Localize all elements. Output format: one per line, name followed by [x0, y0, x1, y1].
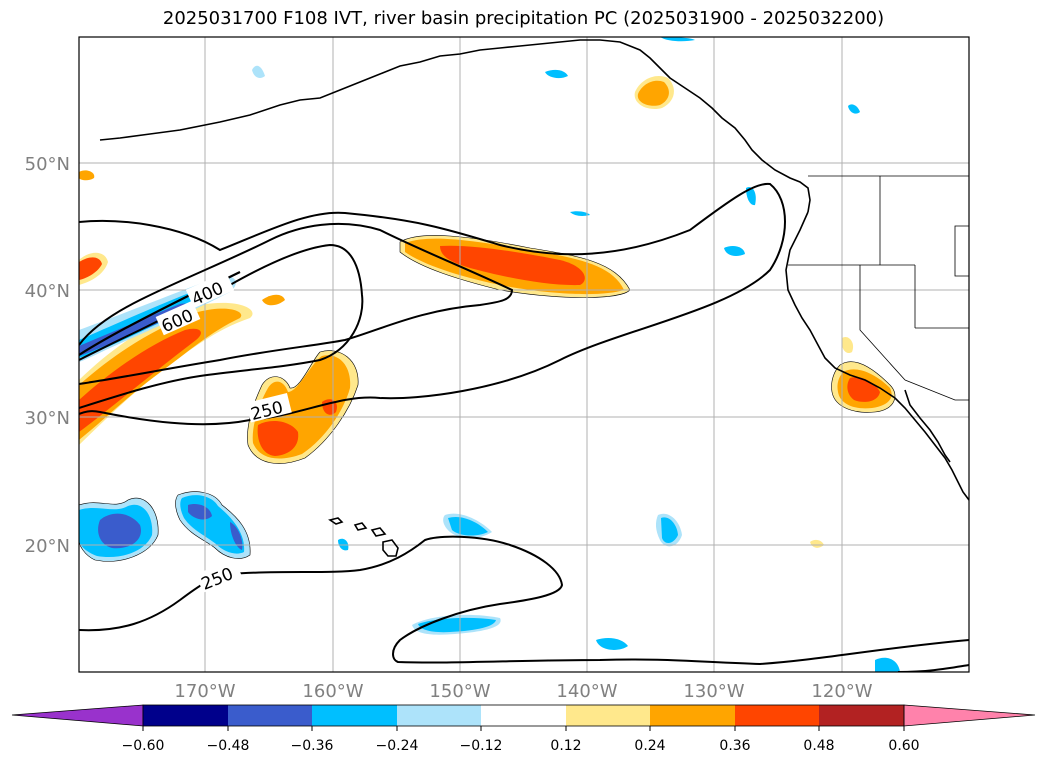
coastline-hawaii [328, 517, 344, 525]
colorbar-tick-label: 0.36 [719, 738, 750, 754]
lon-label-140w: 140°W [556, 681, 617, 702]
colorbar-under-extension [11, 704, 144, 727]
longitude-labels: 170°W 160°W 150°W 140°W 130°W 120°W [174, 681, 872, 702]
colorbar-bin [650, 705, 735, 726]
lon-label-120w: 120°W [811, 681, 872, 702]
coastline-west-us [785, 211, 969, 501]
lon-label-130w: 130°W [683, 681, 744, 702]
lat-label-40n: 40°N [25, 281, 70, 302]
map-title: 2025031700 F108 IVT, river basin precipi… [162, 8, 885, 29]
colorbar: −0.60 −0.48 −0.36 −0.24 −0.12 0.12 0.24 … [11, 704, 1036, 754]
colorbar-tick-label: −0.60 [122, 738, 165, 754]
colorbar-bin [143, 705, 228, 726]
lon-label-170w: 170°W [174, 681, 235, 702]
latitude-labels: 50°N 40°N 30°N 20°N [25, 154, 70, 557]
colorbar-tick-label: 0.48 [803, 738, 834, 754]
colorbar-over-extension [903, 704, 1036, 727]
colorbar-tick-label: −0.48 [207, 738, 250, 754]
colorbar-bin [397, 705, 481, 726]
colorbar-tick-label: 0.60 [888, 738, 919, 754]
lat-label-30n: 30°N [25, 408, 70, 429]
ivt-contour-250-south [79, 535, 969, 666]
lon-label-160w: 160°W [302, 681, 363, 702]
colorbar-tick-label: 0.24 [634, 738, 665, 754]
map-frame [78, 36, 970, 673]
colorbar-tick-label: −0.24 [376, 738, 419, 754]
lon-label-150w: 150°W [429, 681, 490, 702]
lat-label-50n: 50°N [25, 154, 70, 175]
colorbar-bin [312, 705, 397, 726]
colorbar-tick-label: −0.12 [460, 738, 503, 754]
colorbar-bin [566, 705, 650, 726]
colorbar-tick-label: −0.36 [291, 738, 334, 754]
colorbar-bin [735, 705, 819, 726]
state-borders [788, 175, 969, 401]
coastline-alaska [99, 39, 811, 213]
colorbar-bin [228, 705, 312, 726]
coastlines [99, 39, 969, 557]
map-panel: 400 600 250 250 [79, 37, 969, 672]
ivt-contour-labels: 400 600 250 250 [155, 271, 292, 595]
colorbar-tick-label: 0.12 [550, 738, 581, 754]
lat-label-20n: 20°N [25, 536, 70, 557]
colorbar-bin [481, 705, 566, 726]
colorbar-bin [819, 705, 904, 726]
